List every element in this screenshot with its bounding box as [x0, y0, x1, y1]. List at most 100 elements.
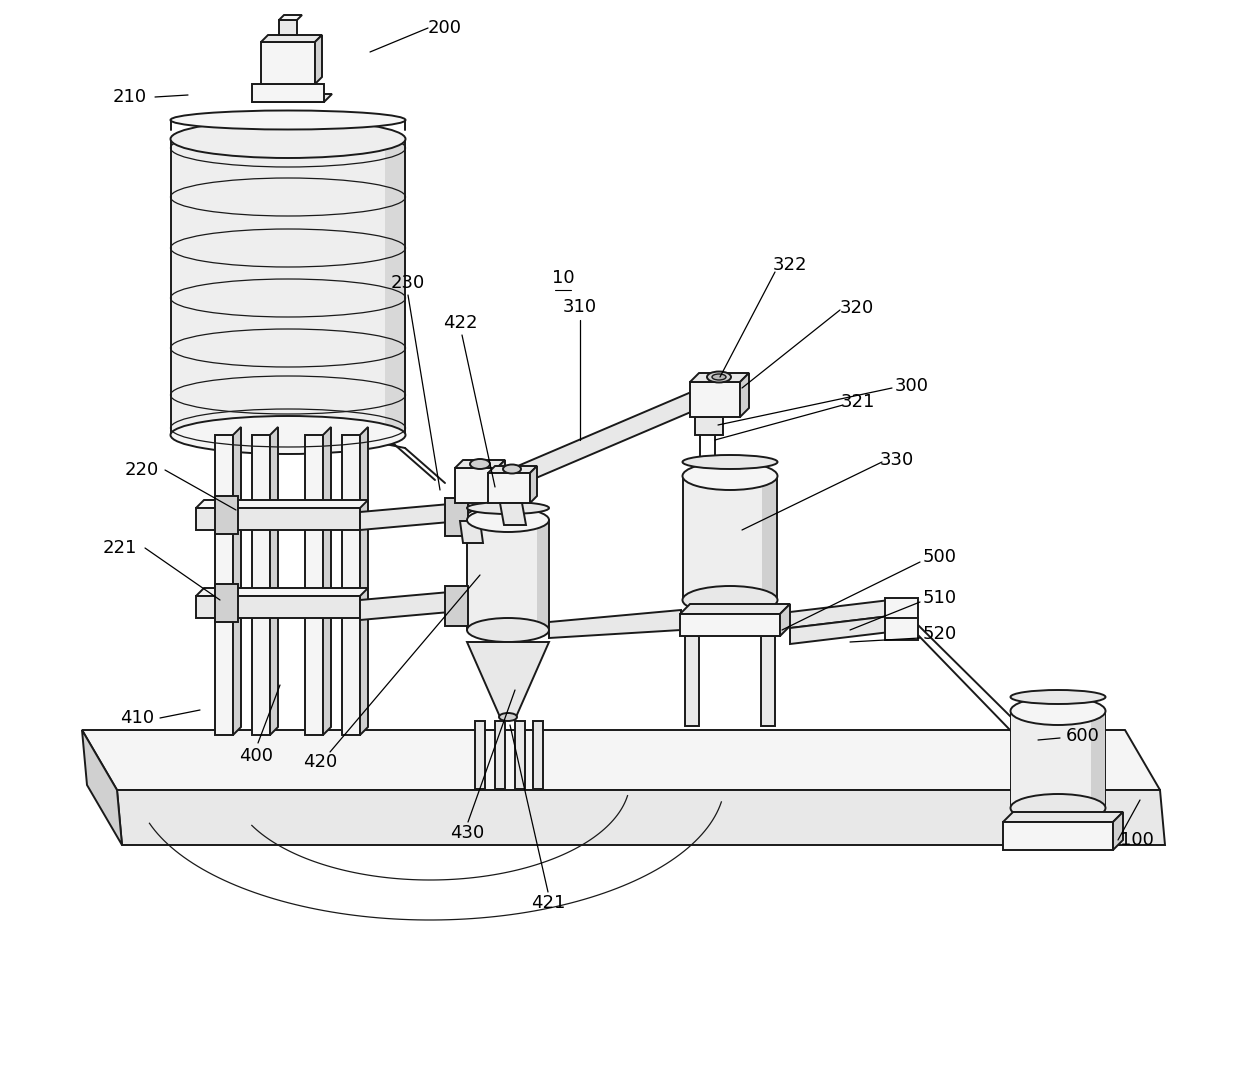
Polygon shape: [537, 520, 549, 630]
Text: 210: 210: [113, 88, 148, 106]
Polygon shape: [1003, 822, 1114, 850]
Text: 422: 422: [443, 314, 477, 332]
Ellipse shape: [1011, 690, 1106, 704]
Polygon shape: [1114, 812, 1123, 850]
Polygon shape: [360, 504, 450, 530]
Polygon shape: [315, 35, 322, 84]
Polygon shape: [252, 435, 270, 735]
Polygon shape: [761, 637, 775, 726]
Polygon shape: [279, 15, 303, 20]
Polygon shape: [342, 435, 360, 735]
Polygon shape: [467, 642, 549, 717]
Text: 420: 420: [303, 753, 337, 771]
Polygon shape: [780, 604, 790, 637]
Polygon shape: [233, 427, 241, 735]
Polygon shape: [305, 435, 322, 735]
Text: 430: 430: [450, 824, 484, 842]
Polygon shape: [215, 435, 233, 735]
Polygon shape: [196, 596, 360, 618]
Polygon shape: [252, 94, 332, 103]
Polygon shape: [171, 139, 405, 435]
Ellipse shape: [470, 459, 490, 469]
Polygon shape: [689, 382, 740, 417]
Text: 410: 410: [120, 709, 154, 727]
Polygon shape: [360, 427, 368, 735]
Ellipse shape: [498, 713, 517, 721]
Polygon shape: [117, 790, 1166, 845]
Text: 510: 510: [923, 588, 957, 607]
Text: 230: 230: [391, 274, 425, 292]
Ellipse shape: [467, 502, 549, 514]
Ellipse shape: [467, 618, 549, 642]
Polygon shape: [279, 20, 298, 35]
Polygon shape: [215, 584, 238, 622]
Polygon shape: [694, 417, 723, 435]
Ellipse shape: [467, 508, 549, 532]
Text: 322: 322: [773, 256, 807, 274]
Polygon shape: [215, 496, 238, 534]
Polygon shape: [489, 466, 537, 473]
Polygon shape: [533, 721, 543, 789]
Polygon shape: [529, 466, 537, 503]
Polygon shape: [885, 618, 918, 640]
Text: 221: 221: [103, 539, 138, 557]
Text: 321: 321: [841, 393, 875, 411]
Polygon shape: [500, 503, 526, 525]
Text: 320: 320: [839, 299, 874, 317]
Text: 500: 500: [923, 548, 957, 566]
Polygon shape: [515, 721, 525, 789]
Polygon shape: [455, 460, 505, 468]
Ellipse shape: [682, 455, 777, 469]
Polygon shape: [680, 614, 780, 637]
Ellipse shape: [171, 417, 405, 454]
Polygon shape: [270, 427, 278, 735]
Polygon shape: [684, 637, 699, 726]
Polygon shape: [1011, 711, 1105, 808]
Polygon shape: [445, 586, 467, 626]
Ellipse shape: [171, 110, 405, 129]
Polygon shape: [384, 139, 405, 435]
Polygon shape: [489, 473, 529, 503]
Text: 310: 310: [563, 298, 598, 316]
Ellipse shape: [1011, 794, 1106, 822]
Polygon shape: [680, 604, 790, 614]
Text: 100: 100: [1120, 831, 1154, 849]
Polygon shape: [82, 731, 1159, 790]
Polygon shape: [1091, 711, 1105, 808]
Text: 520: 520: [923, 625, 957, 643]
Polygon shape: [260, 35, 322, 42]
Polygon shape: [683, 476, 777, 600]
Ellipse shape: [707, 372, 732, 382]
Polygon shape: [740, 373, 749, 417]
Polygon shape: [455, 468, 497, 503]
Polygon shape: [790, 616, 890, 644]
Polygon shape: [455, 503, 467, 528]
Ellipse shape: [682, 586, 777, 614]
Ellipse shape: [171, 120, 405, 158]
Polygon shape: [885, 598, 918, 621]
Polygon shape: [260, 42, 315, 84]
Ellipse shape: [1011, 697, 1106, 725]
Polygon shape: [503, 391, 701, 489]
Polygon shape: [467, 520, 549, 630]
Polygon shape: [445, 498, 467, 536]
Polygon shape: [460, 521, 484, 543]
Polygon shape: [763, 476, 777, 600]
Text: 400: 400: [239, 747, 273, 765]
Polygon shape: [689, 373, 749, 382]
Text: 300: 300: [895, 377, 929, 395]
Polygon shape: [196, 588, 368, 596]
Polygon shape: [82, 731, 122, 845]
Polygon shape: [495, 721, 505, 789]
Polygon shape: [252, 84, 324, 103]
Polygon shape: [196, 508, 360, 530]
Polygon shape: [497, 460, 505, 503]
Polygon shape: [475, 721, 485, 789]
Polygon shape: [360, 592, 450, 621]
Text: 421: 421: [531, 894, 565, 912]
Text: 220: 220: [125, 461, 159, 480]
Polygon shape: [1003, 812, 1123, 822]
Text: 200: 200: [428, 19, 463, 37]
Polygon shape: [790, 600, 890, 628]
Text: 10: 10: [552, 269, 574, 287]
